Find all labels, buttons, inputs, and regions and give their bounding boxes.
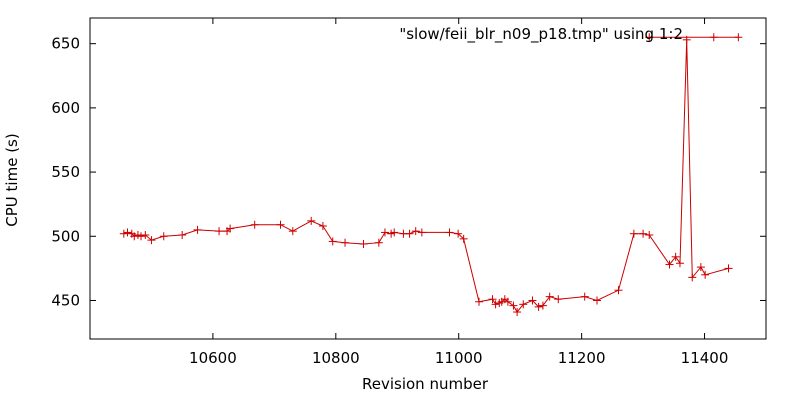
data-point [459,234,468,243]
data-point [250,220,259,229]
data-point [119,229,128,238]
data-point [724,264,733,273]
axis-ticks: 10600 10800 11000 11200 11400 450 500 550 600 650 [51,18,766,367]
y-tick-label: 650 [51,35,80,53]
y-axis-title: CPU time (s) [3,133,21,226]
data-point [665,260,674,269]
data-point [380,228,389,237]
data-point [534,302,543,311]
data-point [359,239,368,248]
data-point [445,228,454,237]
series-line [123,39,729,313]
data-point [193,225,202,234]
data-point [701,270,710,279]
data-point [141,230,150,239]
data-point [509,301,518,310]
data-point [288,227,297,236]
data-point [488,295,497,304]
y-tick-label: 450 [51,291,80,309]
x-tick-label: 11000 [435,349,483,367]
series-marks [119,33,743,317]
data-point [307,216,316,225]
data-point [276,220,285,229]
data-point [390,228,399,237]
data-point [130,232,139,241]
data-point [411,227,420,236]
legend-sample-point [709,33,718,42]
data-point [645,230,654,239]
plot-frame [89,17,767,340]
data-point [675,259,684,268]
data-point [580,292,589,301]
data-point [341,238,350,247]
data-point [215,227,224,236]
x-tick-label: 10800 [312,349,360,367]
data-point [688,273,697,282]
x-tick-label: 11200 [558,349,606,367]
legend-sample-point [645,33,654,42]
data-point [491,300,500,309]
data-point [554,295,563,304]
data-point [629,229,638,238]
data-point [545,292,554,301]
y-tick-label: 600 [51,99,80,117]
data-point [137,232,146,241]
data-point [147,236,156,245]
data-point [123,228,132,237]
data-point [405,229,414,238]
data-point [639,229,648,238]
data-point [614,286,623,295]
x-tick-label: 11400 [681,349,729,367]
data-point [513,308,522,317]
data-point [528,296,537,305]
x-tick-label: 10600 [189,349,237,367]
data-point [593,296,601,305]
data-point [417,228,426,237]
data-point [226,224,235,233]
data-point [159,232,168,241]
data-point [454,229,463,238]
data-point [374,238,383,247]
legend-label: "slow/feii_blr_n09_p18.tmp" using 1:2 [399,25,683,44]
data-point [178,230,187,239]
data-point [318,222,327,231]
data-point [671,252,680,261]
data-point [696,263,705,272]
y-tick-label: 550 [51,163,80,181]
legend-sample-point [734,33,743,42]
x-axis-title: Revision number [362,375,489,393]
data-point [538,301,547,310]
data-point [519,300,528,309]
data-point [475,297,484,306]
y-tick-label: 500 [51,227,80,245]
data-point [328,237,337,246]
data-point [503,297,512,306]
